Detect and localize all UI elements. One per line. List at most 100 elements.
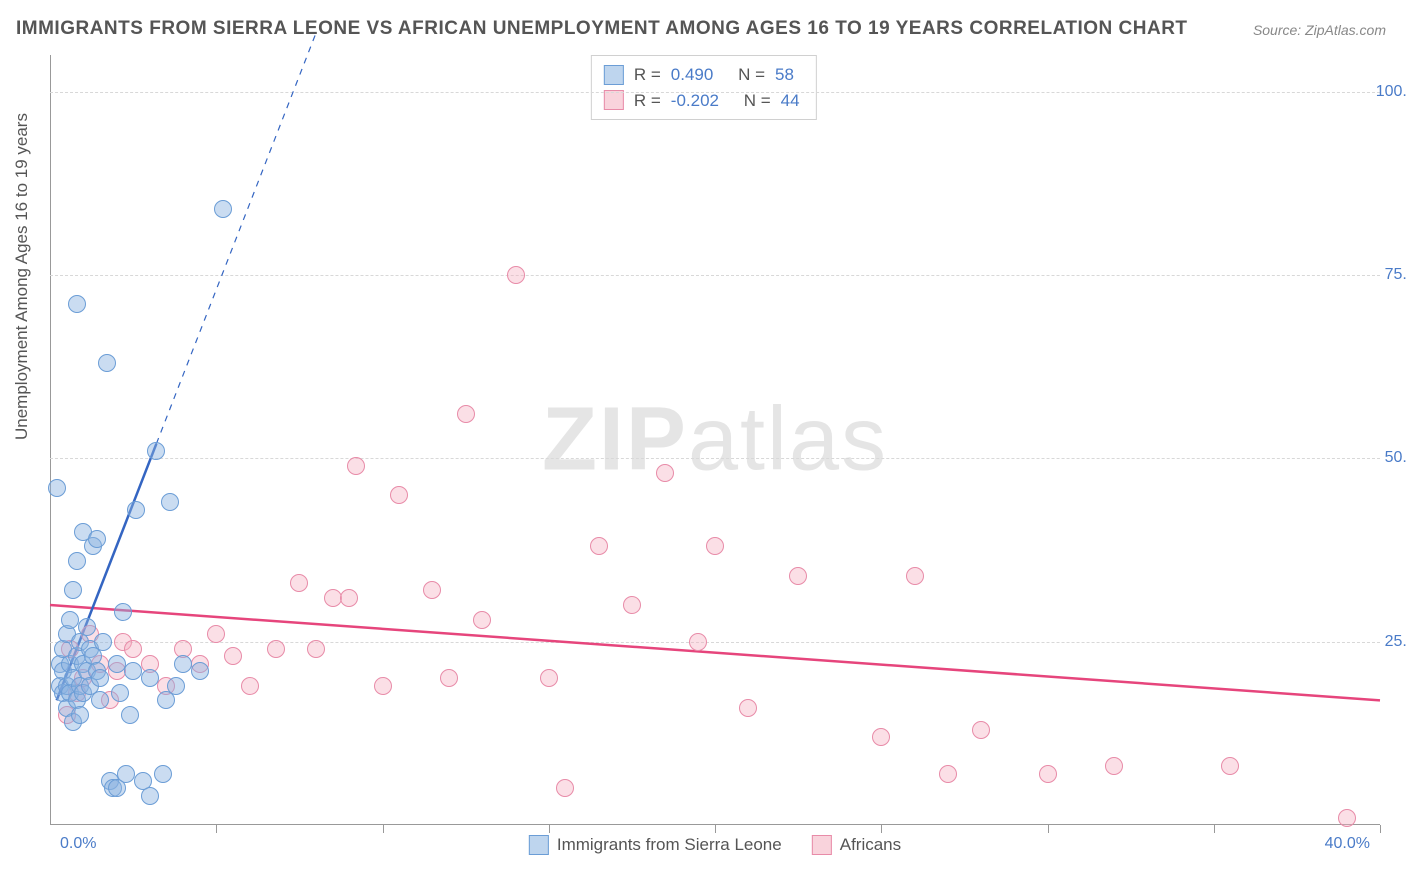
scatter-point-sierra-leone <box>214 200 232 218</box>
scatter-point-africans <box>267 640 285 658</box>
x-tick <box>1214 825 1215 833</box>
x-tick <box>216 825 217 833</box>
scatter-point-sierra-leone <box>71 706 89 724</box>
y-tick-label: 100.0% <box>1370 83 1406 101</box>
swatch-pink-icon <box>604 90 624 110</box>
y-tick-label: 50.0% <box>1370 449 1406 467</box>
scatter-point-africans <box>507 266 525 284</box>
gridline <box>50 642 1380 643</box>
scatter-point-sierra-leone <box>114 603 132 621</box>
stats-box: R = 0.490 N = 58 R = -0.202 N = 44 <box>591 55 817 120</box>
scatter-point-africans <box>347 457 365 475</box>
plot-area: ZIPatlas R = 0.490 N = 58 R = -0.202 N =… <box>50 55 1380 825</box>
scatter-point-africans <box>390 486 408 504</box>
chart-container: IMMIGRANTS FROM SIERRA LEONE VS AFRICAN … <box>0 0 1406 892</box>
scatter-point-sierra-leone <box>88 530 106 548</box>
x-tick <box>1380 825 1381 833</box>
r-label-1: R = <box>634 62 661 88</box>
scatter-point-sierra-leone <box>94 633 112 651</box>
legend-item-1: Immigrants from Sierra Leone <box>529 835 782 855</box>
scatter-point-africans <box>207 625 225 643</box>
stats-row-1: R = 0.490 N = 58 <box>604 62 800 88</box>
scatter-point-africans <box>872 728 890 746</box>
scatter-point-africans <box>457 405 475 423</box>
x-tick <box>715 825 716 833</box>
trend-lines <box>50 55 1380 825</box>
scatter-point-africans <box>241 677 259 695</box>
scatter-point-africans <box>124 640 142 658</box>
scatter-point-africans <box>1221 757 1239 775</box>
scatter-point-sierra-leone <box>141 787 159 805</box>
scatter-point-africans <box>307 640 325 658</box>
gridline <box>50 275 1380 276</box>
scatter-point-africans <box>473 611 491 629</box>
gridline <box>50 458 1380 459</box>
scatter-point-africans <box>906 567 924 585</box>
scatter-point-africans <box>706 537 724 555</box>
scatter-point-sierra-leone <box>68 552 86 570</box>
scatter-point-sierra-leone <box>167 677 185 695</box>
scatter-point-africans <box>556 779 574 797</box>
scatter-point-sierra-leone <box>111 684 129 702</box>
scatter-point-africans <box>1039 765 1057 783</box>
scatter-point-africans <box>423 581 441 599</box>
scatter-point-sierra-leone <box>64 581 82 599</box>
scatter-point-africans <box>1338 809 1356 827</box>
legend-swatch-blue-icon <box>529 835 549 855</box>
x-max-label: 40.0% <box>1325 835 1370 853</box>
scatter-point-africans <box>324 589 342 607</box>
scatter-point-sierra-leone <box>108 655 126 673</box>
chart-title: IMMIGRANTS FROM SIERRA LEONE VS AFRICAN … <box>16 18 1188 40</box>
scatter-point-africans <box>440 669 458 687</box>
scatter-point-africans <box>540 669 558 687</box>
scatter-point-africans <box>623 596 641 614</box>
scatter-point-sierra-leone <box>161 493 179 511</box>
y-tick-label: 75.0% <box>1370 266 1406 284</box>
scatter-point-africans <box>939 765 957 783</box>
scatter-point-sierra-leone <box>127 501 145 519</box>
x-tick <box>881 825 882 833</box>
watermark-light: atlas <box>688 390 888 490</box>
scatter-point-sierra-leone <box>154 765 172 783</box>
swatch-blue-icon <box>604 65 624 85</box>
scatter-point-sierra-leone <box>124 662 142 680</box>
x-tick <box>549 825 550 833</box>
y-axis <box>50 55 51 825</box>
scatter-point-africans <box>656 464 674 482</box>
scatter-point-sierra-leone <box>61 611 79 629</box>
scatter-point-sierra-leone <box>91 691 109 709</box>
scatter-point-sierra-leone <box>121 706 139 724</box>
r-value-1: 0.490 <box>671 62 714 88</box>
legend-swatch-pink-icon <box>812 835 832 855</box>
x-tick <box>383 825 384 833</box>
scatter-point-sierra-leone <box>48 479 66 497</box>
scatter-point-sierra-leone <box>117 765 135 783</box>
scatter-point-sierra-leone <box>98 354 116 372</box>
scatter-point-sierra-leone <box>78 618 96 636</box>
watermark: ZIPatlas <box>542 389 888 492</box>
scatter-point-africans <box>739 699 757 717</box>
n-value-1: 58 <box>775 62 794 88</box>
legend: Immigrants from Sierra Leone Africans <box>529 835 901 855</box>
scatter-point-sierra-leone <box>141 669 159 687</box>
legend-label-1: Immigrants from Sierra Leone <box>557 835 782 855</box>
x-min-label: 0.0% <box>60 835 96 853</box>
legend-label-2: Africans <box>840 835 901 855</box>
scatter-point-africans <box>1105 757 1123 775</box>
scatter-point-africans <box>972 721 990 739</box>
x-tick <box>1048 825 1049 833</box>
scatter-point-sierra-leone <box>91 669 109 687</box>
scatter-point-africans <box>224 647 242 665</box>
scatter-point-africans <box>374 677 392 695</box>
legend-item-2: Africans <box>812 835 901 855</box>
scatter-point-sierra-leone <box>68 295 86 313</box>
n-label-1: N = <box>738 62 765 88</box>
scatter-point-africans <box>789 567 807 585</box>
y-tick-label: 25.0% <box>1370 633 1406 651</box>
scatter-point-sierra-leone <box>191 662 209 680</box>
scatter-point-africans <box>340 589 358 607</box>
gridline <box>50 92 1380 93</box>
scatter-point-africans <box>590 537 608 555</box>
scatter-point-sierra-leone <box>147 442 165 460</box>
y-axis-label: Unemployment Among Ages 16 to 19 years <box>12 113 32 440</box>
